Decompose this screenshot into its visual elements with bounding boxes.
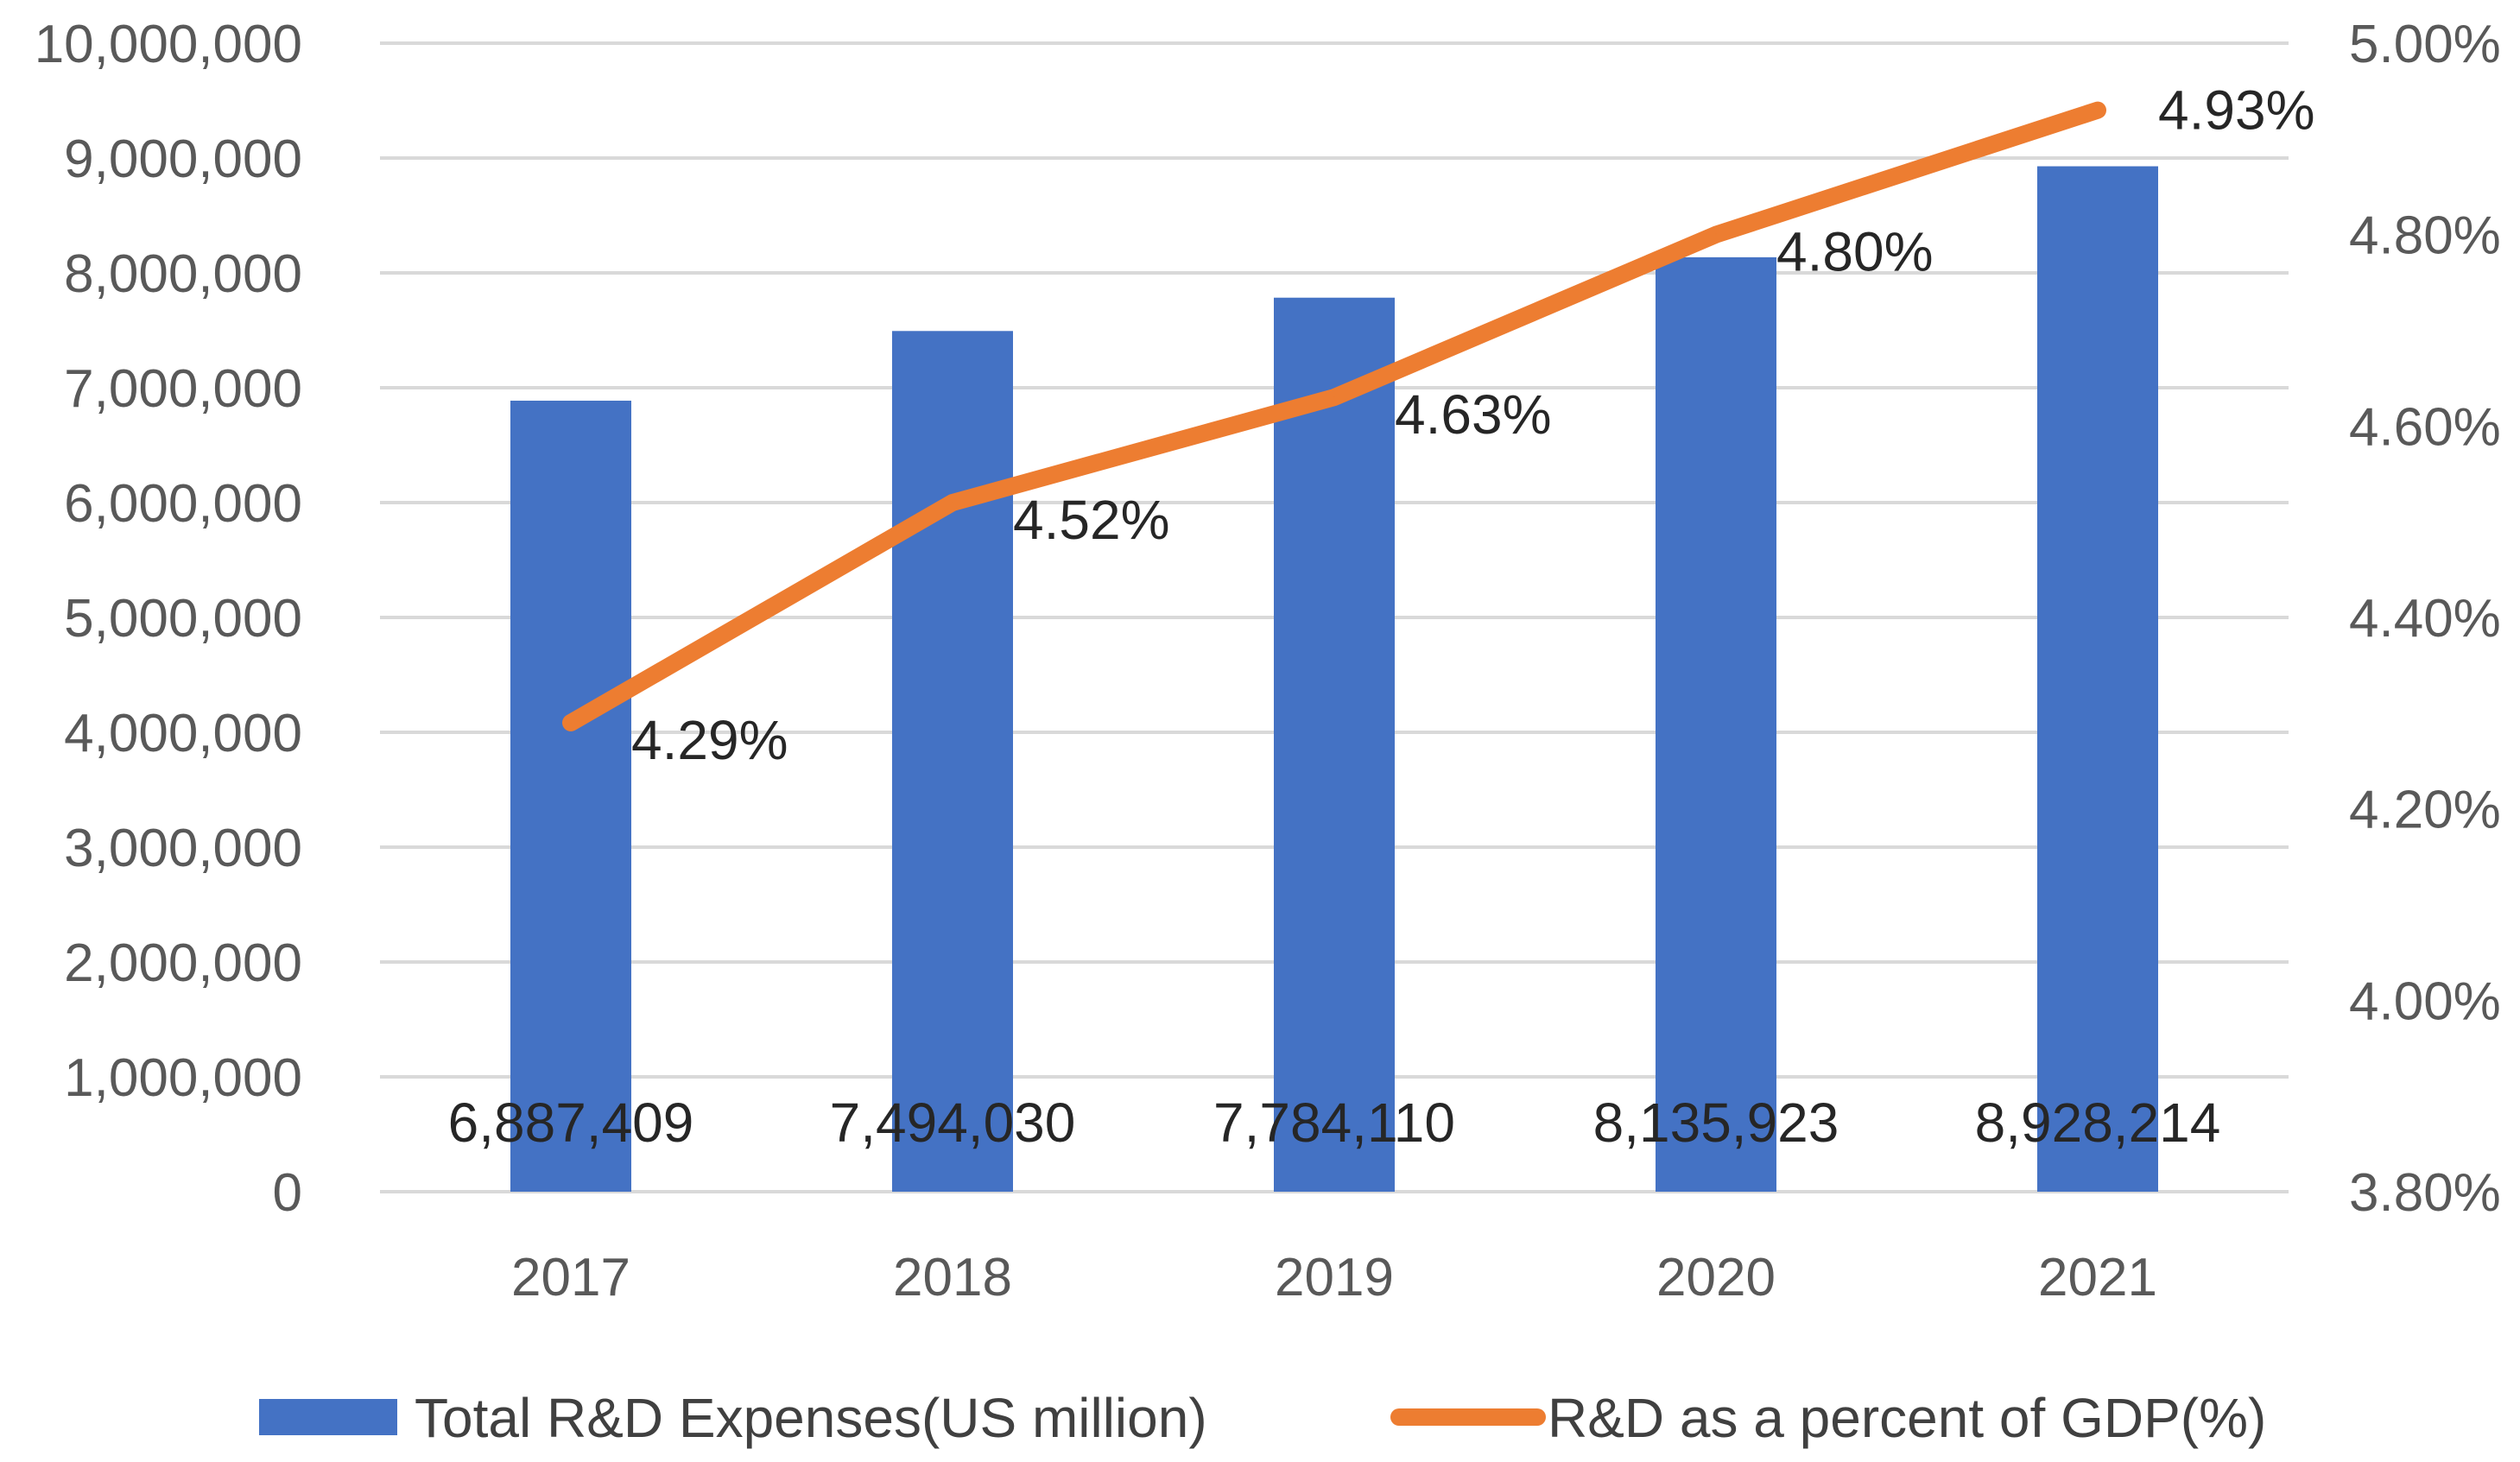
bar-series bbox=[510, 166, 2158, 1193]
left-tick-label: 9,000,000 bbox=[64, 130, 302, 189]
right-tick-label: 4.60% bbox=[2349, 397, 2501, 457]
left-tick-label: 4,000,000 bbox=[64, 704, 302, 763]
bar-data-label: 6,887,409 bbox=[448, 1092, 694, 1154]
left-tick-label: 10,000,000 bbox=[35, 15, 302, 74]
line-data-label: 4.80% bbox=[1776, 221, 1933, 283]
legend-line-label: R&D as a percent of GDP(%) bbox=[1548, 1387, 2266, 1449]
left-tick-label: 0 bbox=[273, 1163, 302, 1223]
line-data-labels: 4.29% 4.52% 4.63% 4.80% 4.93% bbox=[631, 79, 2314, 771]
right-tick-label: 4.80% bbox=[2349, 206, 2501, 266]
line-series bbox=[562, 101, 2106, 731]
right-tick-label: 4.00% bbox=[2349, 972, 2501, 1031]
x-tick-label: 2018 bbox=[893, 1248, 1012, 1307]
x-tick-label: 2019 bbox=[1275, 1248, 1394, 1307]
line-data-label: 4.63% bbox=[1395, 383, 1551, 446]
line-data-label: 4.29% bbox=[631, 709, 788, 771]
left-tick-label: 8,000,000 bbox=[64, 244, 302, 304]
legend-bar-label: Total R&D Expenses(US million) bbox=[415, 1387, 1207, 1449]
legend-bar-swatch bbox=[259, 1399, 397, 1435]
line-point-2020 bbox=[1715, 233, 1717, 236]
bar-data-label: 8,135,923 bbox=[1593, 1092, 1839, 1154]
bar-data-label: 7,494,030 bbox=[830, 1092, 1076, 1154]
bar-2019 bbox=[1274, 297, 1395, 1192]
right-tick-label: 3.80% bbox=[2349, 1163, 2501, 1223]
bar-data-labels: 6,887,409 7,494,030 7,784,110 8,135,923 8,92… bbox=[448, 1092, 2221, 1154]
right-tick-label: 4.40% bbox=[2349, 589, 2501, 649]
left-tick-label: 5,000,000 bbox=[64, 589, 302, 649]
right-tick-label: 4.20% bbox=[2349, 781, 2501, 840]
x-tick-label: 2020 bbox=[1656, 1248, 1776, 1307]
bar-2020 bbox=[1656, 256, 1776, 1192]
left-tick-label: 1,000,000 bbox=[64, 1048, 302, 1108]
right-y-axis: 3.80% 4.00% 4.20% 4.40% 4.60% 4.80% 5.00% bbox=[2349, 15, 2501, 1223]
line-point-2021 bbox=[2097, 109, 2099, 111]
line-point-2017 bbox=[570, 721, 572, 724]
line-data-label: 4.52% bbox=[1013, 489, 1169, 551]
left-tick-label: 7,000,000 bbox=[64, 359, 302, 419]
x-tick-label: 2017 bbox=[511, 1248, 630, 1307]
x-axis: 2017 2018 2019 2020 2021 bbox=[511, 1248, 2157, 1307]
right-tick-label: 5.00% bbox=[2349, 15, 2501, 74]
legend: Total R&D Expenses(US million) R&D as a … bbox=[259, 1387, 2266, 1449]
bar-2021 bbox=[2037, 166, 2158, 1193]
left-tick-label: 3,000,000 bbox=[64, 819, 302, 878]
bar-2018 bbox=[892, 331, 1013, 1192]
line-data-label: 4.93% bbox=[2158, 79, 2314, 142]
left-y-axis: 0 1,000,000 2,000,000 3,000,000 4,000,000 5,0… bbox=[35, 15, 302, 1223]
bar-data-label: 7,784,110 bbox=[1213, 1092, 1455, 1154]
bar-data-label: 8,928,214 bbox=[1975, 1092, 2221, 1154]
left-tick-label: 6,000,000 bbox=[64, 474, 302, 534]
left-tick-label: 2,000,000 bbox=[64, 934, 302, 993]
line-point-2019 bbox=[1333, 396, 1335, 399]
line-point-2018 bbox=[952, 502, 953, 503]
x-tick-label: 2021 bbox=[2038, 1248, 2157, 1307]
bar-2017 bbox=[510, 400, 631, 1192]
